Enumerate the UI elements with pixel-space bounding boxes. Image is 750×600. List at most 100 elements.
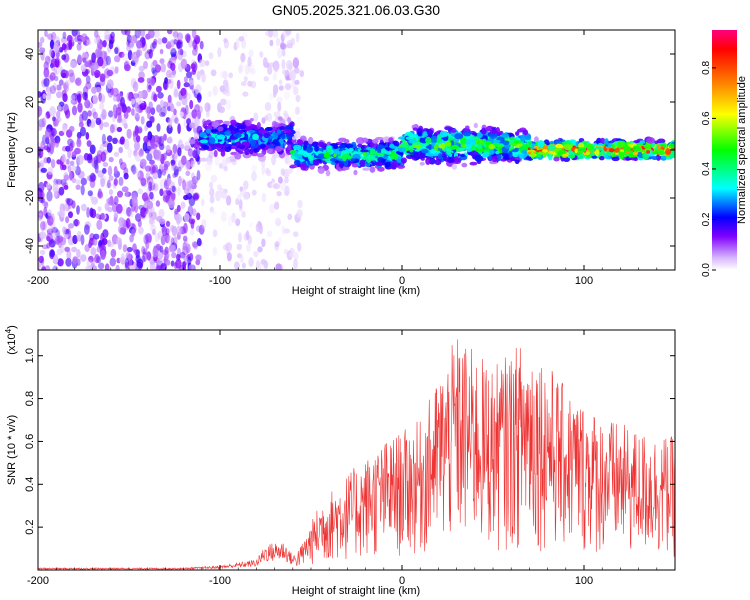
heatmap-cell: [278, 176, 283, 184]
heatmap-cell: [136, 49, 141, 59]
heatmap-cell: [446, 147, 452, 156]
heatmap-cell: [419, 162, 425, 166]
heatmap-cell: [317, 141, 325, 148]
heatmap-cell: [94, 48, 101, 59]
heatmap-cell: [119, 136, 125, 145]
heatmap-cell: [164, 77, 169, 84]
heatmap-cell: [230, 119, 237, 125]
heatmap-cell: [88, 241, 92, 249]
heatmap-cell: [162, 249, 169, 256]
heatmap-cell: [163, 163, 168, 171]
heatmap-cell: [47, 209, 52, 217]
heatmap-cell: [275, 37, 281, 47]
heatmap-cell: [372, 138, 379, 144]
heatmap-cell: [66, 34, 73, 43]
heatmap-cell: [113, 151, 120, 157]
heatmap-cell: [165, 187, 173, 196]
heatmap-cell: [273, 201, 280, 210]
heatmap-cell: [272, 152, 280, 159]
heatmap-cell: [58, 130, 65, 137]
x-tick-label: -100: [209, 275, 231, 287]
heatmap-cell: [149, 191, 154, 200]
colorbar-tick-label: 0.6: [701, 111, 712, 125]
snr-multiplier-label: (x104): [4, 325, 18, 355]
heatmap-cell: [177, 186, 181, 196]
y-tick-label: 0: [24, 147, 36, 153]
heatmap-cell: [76, 94, 81, 102]
heatmap-cell: [201, 72, 206, 83]
heatmap-cell: [121, 117, 127, 127]
heatmap-cell: [389, 145, 398, 149]
heatmap-cell: [374, 161, 384, 166]
heatmap-cell: [642, 154, 649, 160]
heatmap-cell: [185, 243, 191, 254]
heatmap-cell: [449, 129, 457, 133]
heatmap-cell: [106, 135, 113, 143]
heatmap-cell: [61, 164, 67, 171]
heatmap-cell: [183, 82, 190, 88]
heatmap-cell: [295, 32, 300, 43]
heatmap-cell: [193, 132, 200, 138]
heatmap-cell: [263, 76, 269, 82]
heatmap-cell: [433, 144, 439, 151]
heatmap-cell: [161, 37, 168, 44]
heatmap-cell: [185, 92, 192, 100]
heatmap-cell: [302, 152, 310, 158]
y-tick-label: 0.6: [24, 434, 36, 449]
heatmap-cell: [225, 90, 231, 97]
heatmap-cell: [425, 157, 431, 165]
heatmap-cell: [111, 111, 116, 123]
heatmap-cell: [323, 152, 330, 159]
heatmap-cell: [123, 172, 129, 180]
heatmap-cell: [618, 151, 624, 158]
heatmap-cell: [164, 248, 170, 260]
heatmap-cell: [52, 265, 59, 270]
heatmap-cell: [434, 159, 442, 166]
heatmap-cell: [530, 151, 535, 159]
heatmap-cell: [222, 120, 231, 125]
heatmap-cell: [160, 234, 166, 246]
heatmap-cell: [239, 254, 244, 264]
heatmap-cell: [68, 211, 73, 219]
heatmap-cell: [388, 137, 394, 144]
heatmap-cell: [220, 70, 225, 79]
heatmap-cell: [47, 167, 54, 175]
heatmap-cell: [100, 249, 106, 260]
heatmap-cell: [40, 50, 45, 61]
heatmap-cell: [100, 50, 107, 60]
heatmap-cell: [656, 144, 661, 151]
heatmap-cell: [469, 161, 478, 166]
heatmap-cell: [115, 106, 122, 116]
heatmap-cell: [69, 60, 77, 69]
heatmap-cell: [216, 134, 226, 140]
heatmap-cell: [451, 163, 458, 170]
heatmap-cell: [46, 190, 53, 202]
heatmap-cell: [100, 95, 106, 103]
heatmap-cell: [527, 140, 533, 148]
heatmap-cell: [244, 148, 250, 156]
heatmap-cell: [237, 124, 246, 130]
heatmap-cell: [68, 144, 73, 152]
heatmap-cell: [52, 231, 58, 242]
heatmap-cell: [138, 65, 145, 72]
heatmap-cell: [242, 192, 250, 201]
heatmap-cell: [210, 209, 217, 216]
heatmap-cell: [460, 144, 467, 148]
heatmap-cell: [283, 110, 288, 117]
heatmap-cell: [294, 127, 301, 133]
heatmap-cell: [148, 49, 153, 59]
heatmap-cell: [477, 143, 483, 150]
heatmap-cell: [294, 79, 300, 85]
heatmap-cell: [251, 164, 257, 173]
heatmap-cell: [623, 145, 632, 152]
x-tick-label: -200: [27, 275, 49, 287]
y-tick-label: -20: [24, 190, 36, 206]
heatmap-cell: [81, 110, 89, 121]
heatmap-cell: [170, 159, 176, 165]
heatmap-cell: [107, 179, 111, 189]
heatmap-cell: [132, 93, 140, 99]
heatmap-cell: [157, 168, 162, 179]
heatmap-cell: [297, 199, 303, 209]
heatmap-cell: [85, 265, 93, 270]
heatmap-cell: [182, 235, 188, 242]
